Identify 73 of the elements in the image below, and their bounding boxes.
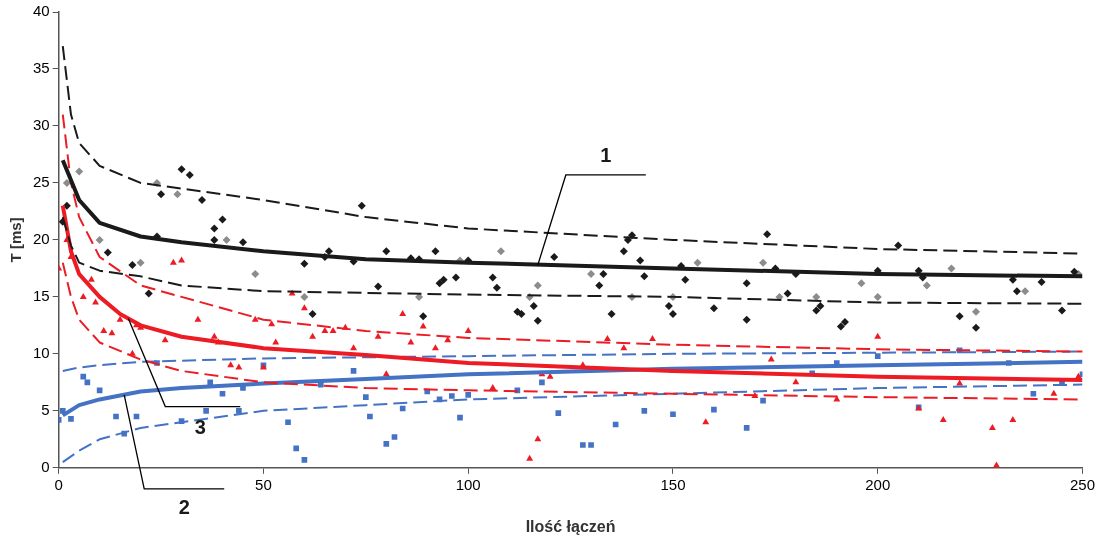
point bbox=[1021, 287, 1030, 296]
point bbox=[588, 442, 594, 448]
point bbox=[947, 264, 956, 273]
point bbox=[300, 292, 309, 301]
point bbox=[533, 281, 542, 290]
point bbox=[759, 258, 768, 267]
x-tick-label: 0 bbox=[54, 475, 63, 493]
point bbox=[96, 387, 103, 394]
y-tick-label: 40 bbox=[33, 2, 50, 20]
point bbox=[80, 373, 87, 380]
point bbox=[383, 441, 390, 447]
point bbox=[113, 413, 119, 420]
point bbox=[391, 434, 398, 440]
point bbox=[555, 410, 562, 416]
point bbox=[367, 413, 373, 420]
point bbox=[95, 235, 104, 244]
point bbox=[874, 353, 881, 359]
y-axis-title: T [ms] bbox=[7, 217, 25, 263]
point bbox=[922, 281, 931, 290]
annotation: 1 bbox=[600, 144, 612, 167]
point bbox=[1030, 390, 1037, 397]
y-tick-label: 35 bbox=[33, 59, 50, 77]
point bbox=[873, 292, 882, 301]
y-tick-label: 5 bbox=[41, 400, 50, 418]
point bbox=[75, 167, 84, 176]
point bbox=[293, 445, 300, 452]
y-tick-label: 30 bbox=[33, 116, 50, 134]
point bbox=[68, 415, 74, 422]
point bbox=[743, 425, 750, 431]
x-tick-label: 150 bbox=[660, 475, 686, 493]
y-tick-label: 20 bbox=[33, 230, 50, 248]
point bbox=[363, 394, 369, 400]
point bbox=[711, 406, 717, 413]
point bbox=[587, 270, 596, 279]
point bbox=[580, 442, 586, 448]
point bbox=[972, 307, 981, 316]
point bbox=[251, 270, 260, 279]
point bbox=[465, 392, 472, 398]
point bbox=[62, 178, 71, 187]
point bbox=[173, 190, 182, 199]
point bbox=[539, 379, 545, 386]
point bbox=[350, 368, 357, 374]
y-tick-label: 25 bbox=[33, 173, 50, 191]
annotation: 3 bbox=[194, 416, 206, 439]
x-axis-title: Ilość łączeń bbox=[525, 517, 616, 535]
x-tick-label: 50 bbox=[255, 475, 272, 493]
point bbox=[219, 390, 226, 397]
x-tick-label: 100 bbox=[455, 475, 481, 493]
annotation: 2 bbox=[178, 496, 190, 519]
x-tick-label: 250 bbox=[1069, 475, 1095, 493]
point bbox=[301, 457, 308, 463]
y-tick-label: 10 bbox=[33, 343, 50, 361]
line-series bbox=[61, 113, 1083, 353]
point bbox=[496, 247, 505, 256]
line-series bbox=[61, 383, 1083, 464]
point bbox=[236, 408, 242, 414]
point bbox=[222, 235, 231, 244]
point bbox=[641, 408, 648, 414]
point bbox=[285, 419, 291, 426]
point bbox=[670, 411, 676, 418]
y-tick-label: 15 bbox=[33, 287, 50, 305]
point bbox=[857, 279, 866, 288]
point bbox=[693, 258, 702, 267]
point bbox=[203, 408, 209, 414]
point bbox=[449, 393, 455, 399]
point bbox=[59, 408, 66, 414]
point bbox=[136, 258, 145, 267]
point bbox=[399, 405, 406, 412]
x-tick-label: 200 bbox=[865, 475, 891, 493]
point bbox=[760, 397, 766, 404]
y-tick-label: 0 bbox=[41, 457, 50, 475]
point bbox=[812, 292, 821, 301]
point bbox=[457, 414, 463, 421]
